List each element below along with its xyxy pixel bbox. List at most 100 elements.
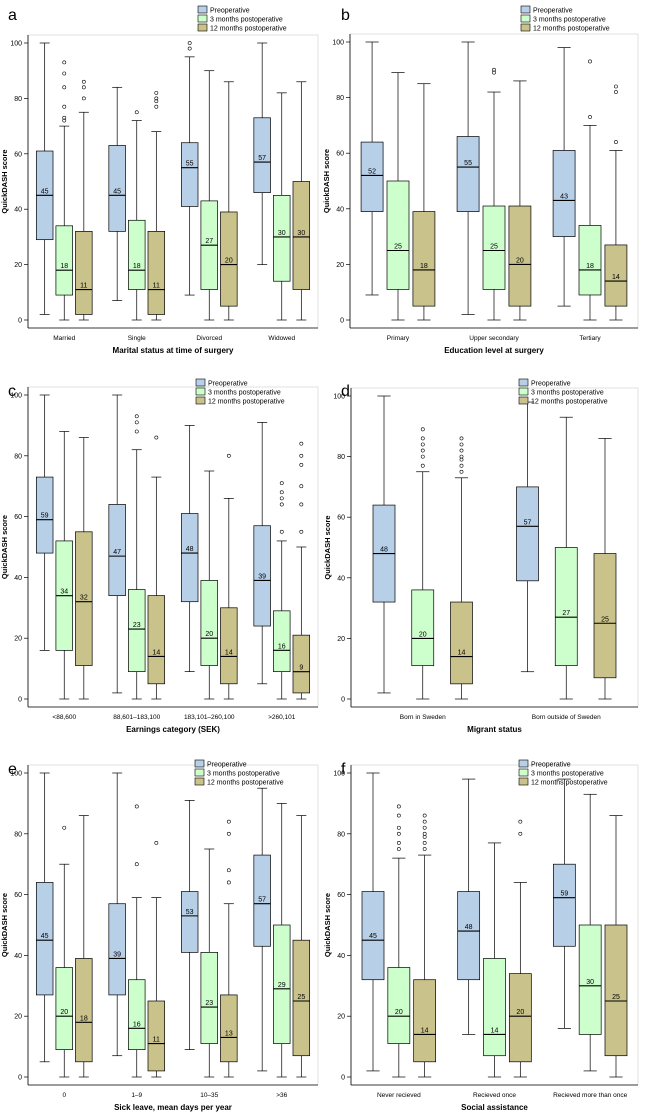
- median-label: 29: [278, 982, 286, 989]
- iqr-box: [108, 504, 126, 596]
- median-label: 25: [612, 994, 620, 1001]
- outlier-point: [134, 429, 139, 434]
- legend-swatch: [518, 378, 529, 387]
- outlier-point: [420, 454, 425, 459]
- iqr-box: [450, 601, 473, 685]
- legend-swatch: [194, 768, 205, 777]
- outlier-point: [422, 834, 427, 839]
- outlier-point: [299, 502, 304, 507]
- outlier-point: [154, 90, 159, 95]
- median-label: 14: [225, 649, 233, 656]
- outlier-point: [492, 67, 496, 72]
- outlier-point: [154, 104, 159, 109]
- box-c-0-0: 59: [35, 394, 54, 651]
- outlier-point: [154, 96, 159, 101]
- outlier-point: [396, 831, 401, 836]
- legend: Preoperative 3 months postoperative 12 mon…: [518, 378, 608, 405]
- x-tick-label: Upper secondary: [469, 335, 519, 342]
- median-label: 20: [516, 1009, 524, 1016]
- iqr-box: [220, 994, 238, 1063]
- box-c-0-2: 32: [75, 437, 93, 700]
- outlier-point: [62, 115, 67, 120]
- median-label: 48: [186, 546, 194, 553]
- y-tick-label: 100: [10, 393, 22, 400]
- y-tick-label: 100: [332, 40, 344, 47]
- y-axis-label: QuickDASH score: [323, 893, 332, 957]
- median-label: 34: [60, 589, 68, 596]
- median-label: 9: [299, 665, 303, 672]
- outlier-point: [226, 868, 231, 873]
- outlier-point: [459, 442, 464, 447]
- iqr-box: [55, 225, 73, 296]
- box-e-1-0: 39: [108, 772, 126, 1057]
- y-tick-label: 80: [14, 96, 22, 103]
- box-c-3-0: 39: [253, 422, 271, 685]
- outlier-point: [62, 104, 67, 109]
- box-d-1-1: 27: [554, 416, 578, 700]
- iqr-box: [180, 513, 199, 603]
- box-e-3-0: 57: [253, 787, 271, 1072]
- outlier-point: [279, 502, 284, 507]
- box-c-3-1: 16: [273, 481, 291, 700]
- box-b-1-0: 55: [456, 41, 480, 315]
- outlier-point: [614, 84, 618, 89]
- x-tick-label: <88,600: [52, 714, 76, 721]
- outlier-point: [422, 847, 427, 851]
- x-tick-label: Recieved more than once: [553, 1092, 627, 1099]
- x-tick-label: 0: [62, 1092, 66, 1099]
- outlier-point: [62, 825, 67, 830]
- outlier-point: [134, 862, 139, 867]
- median-label: 11: [153, 283, 160, 290]
- legend-swatch: [518, 396, 529, 405]
- median-label: 18: [60, 263, 68, 270]
- median-label: 20: [205, 631, 213, 638]
- legend-label: 12 months postoperative: [531, 398, 608, 405]
- iqr-box: [292, 181, 311, 290]
- y-tick-label: 60: [336, 151, 344, 158]
- median-label: 43: [560, 193, 568, 200]
- outlier-point: [154, 841, 159, 845]
- outlier-point: [459, 457, 464, 462]
- x-tick-label: 183,101–260,100: [184, 714, 235, 721]
- iqr-box: [482, 205, 506, 290]
- iqr-box: [552, 863, 576, 947]
- box-d-0-0: 48: [372, 395, 396, 694]
- median-label: 18: [420, 263, 428, 270]
- y-tick-label: 20: [14, 636, 22, 643]
- x-tick-label: >260,101: [268, 714, 296, 721]
- box-c-0-1: 34: [55, 431, 73, 700]
- y-tick-label: 60: [14, 151, 22, 158]
- x-tick-label: 10–35: [200, 1092, 218, 1099]
- y-axis-label: QuickDASH score: [0, 149, 9, 213]
- outlier-point: [62, 60, 67, 65]
- y-tick-label: 60: [14, 892, 22, 899]
- box-b-1-2: 20: [508, 80, 532, 321]
- outlier-point: [299, 484, 304, 489]
- legend-label: 12 months postoperative: [533, 25, 610, 32]
- y-tick-label: 0: [18, 318, 22, 325]
- median-label: 23: [133, 622, 141, 629]
- box-a-3-1: 30: [273, 92, 291, 321]
- median-label: 13: [225, 1030, 233, 1037]
- median-label: 14: [152, 649, 160, 656]
- median-label: 32: [80, 595, 88, 602]
- box-c-3-2: 9: [292, 441, 311, 700]
- box-c-1-1: 23: [128, 414, 146, 700]
- outlier-point: [422, 825, 427, 830]
- outlier-point: [420, 427, 425, 432]
- x-axis-label: Sick leave, mean days per year: [114, 1103, 232, 1112]
- box-e-2-0: 53: [180, 800, 199, 1050]
- median-label: 45: [369, 933, 377, 940]
- median-label: 45: [113, 188, 121, 195]
- outlier-point: [422, 813, 427, 818]
- box-e-3-2: 25: [292, 815, 311, 1078]
- box-b-1-1: 25: [482, 67, 506, 321]
- x-tick-label: Widowed: [268, 335, 295, 342]
- median-label: 20: [225, 258, 233, 265]
- y-tick-label: 20: [14, 1014, 22, 1021]
- median-label: 57: [258, 155, 266, 162]
- outlier-point: [459, 454, 464, 459]
- outlier-point: [279, 481, 284, 486]
- box-d-1-2: 25: [593, 438, 617, 700]
- outlier-point: [187, 41, 192, 45]
